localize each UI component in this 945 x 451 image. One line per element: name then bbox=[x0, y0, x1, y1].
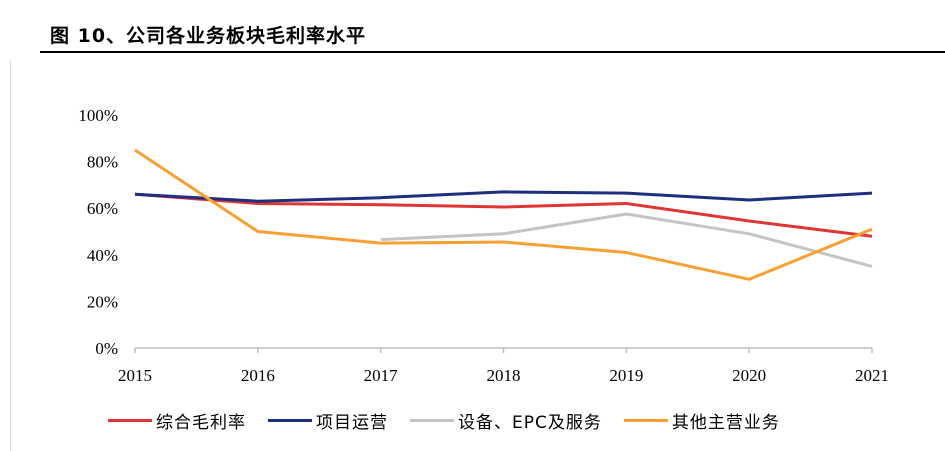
y-axis-ticks: 0% 20% 40% 60% 80% 100% bbox=[78, 106, 118, 358]
x-tick-label: 2019 bbox=[609, 366, 643, 385]
title-rule bbox=[40, 51, 945, 53]
title-bar: 图 10、公司各业务板块毛利率水平 bbox=[0, 0, 945, 53]
legend-item-2: 设备、EPC及服务 bbox=[410, 408, 602, 433]
legend: 综合毛利率 项目运营 设备、EPC及服务 其他主营业务 bbox=[108, 408, 802, 433]
series-line-3 bbox=[134, 148, 873, 281]
legend-label: 综合毛利率 bbox=[156, 413, 246, 433]
series-line-1 bbox=[134, 190, 873, 203]
y-tick-label: 20% bbox=[87, 292, 118, 311]
y-tick-label: 100% bbox=[78, 106, 118, 125]
legend-item-3: 其他主营业务 bbox=[623, 408, 780, 433]
series-line-2 bbox=[380, 212, 873, 268]
legend-swatch bbox=[268, 419, 312, 422]
legend-swatch bbox=[623, 419, 668, 422]
legend-label: 其他主营业务 bbox=[671, 413, 780, 433]
series-lines bbox=[134, 148, 873, 281]
x-tick-label: 2021 bbox=[855, 366, 889, 385]
legend-label: 项目运营 bbox=[316, 413, 388, 433]
y-tick-label: 40% bbox=[87, 246, 118, 265]
legend-swatch bbox=[108, 419, 152, 422]
x-tick-label: 2015 bbox=[118, 366, 152, 385]
y-tick-label: 60% bbox=[87, 199, 118, 218]
x-tick-label: 2020 bbox=[732, 366, 766, 385]
x-tick-label: 2018 bbox=[487, 366, 521, 385]
y-tick-label: 0% bbox=[95, 339, 118, 358]
chart-title: 图 10、公司各业务板块毛利率水平 bbox=[50, 25, 367, 47]
x-tick-label: 2016 bbox=[241, 366, 275, 385]
x-axis-ticks: 2015 2016 2017 2018 2019 2020 2021 bbox=[118, 348, 889, 385]
y-tick-label: 80% bbox=[87, 153, 118, 172]
x-tick-label: 2017 bbox=[364, 366, 399, 385]
legend-swatch bbox=[410, 419, 454, 422]
series-line-0 bbox=[134, 192, 873, 238]
side-rule bbox=[10, 60, 11, 451]
legend-item-0: 综合毛利率 bbox=[108, 408, 246, 433]
legend-label: 设备、EPC及服务 bbox=[458, 413, 602, 433]
legend-item-1: 项目运营 bbox=[268, 408, 388, 433]
